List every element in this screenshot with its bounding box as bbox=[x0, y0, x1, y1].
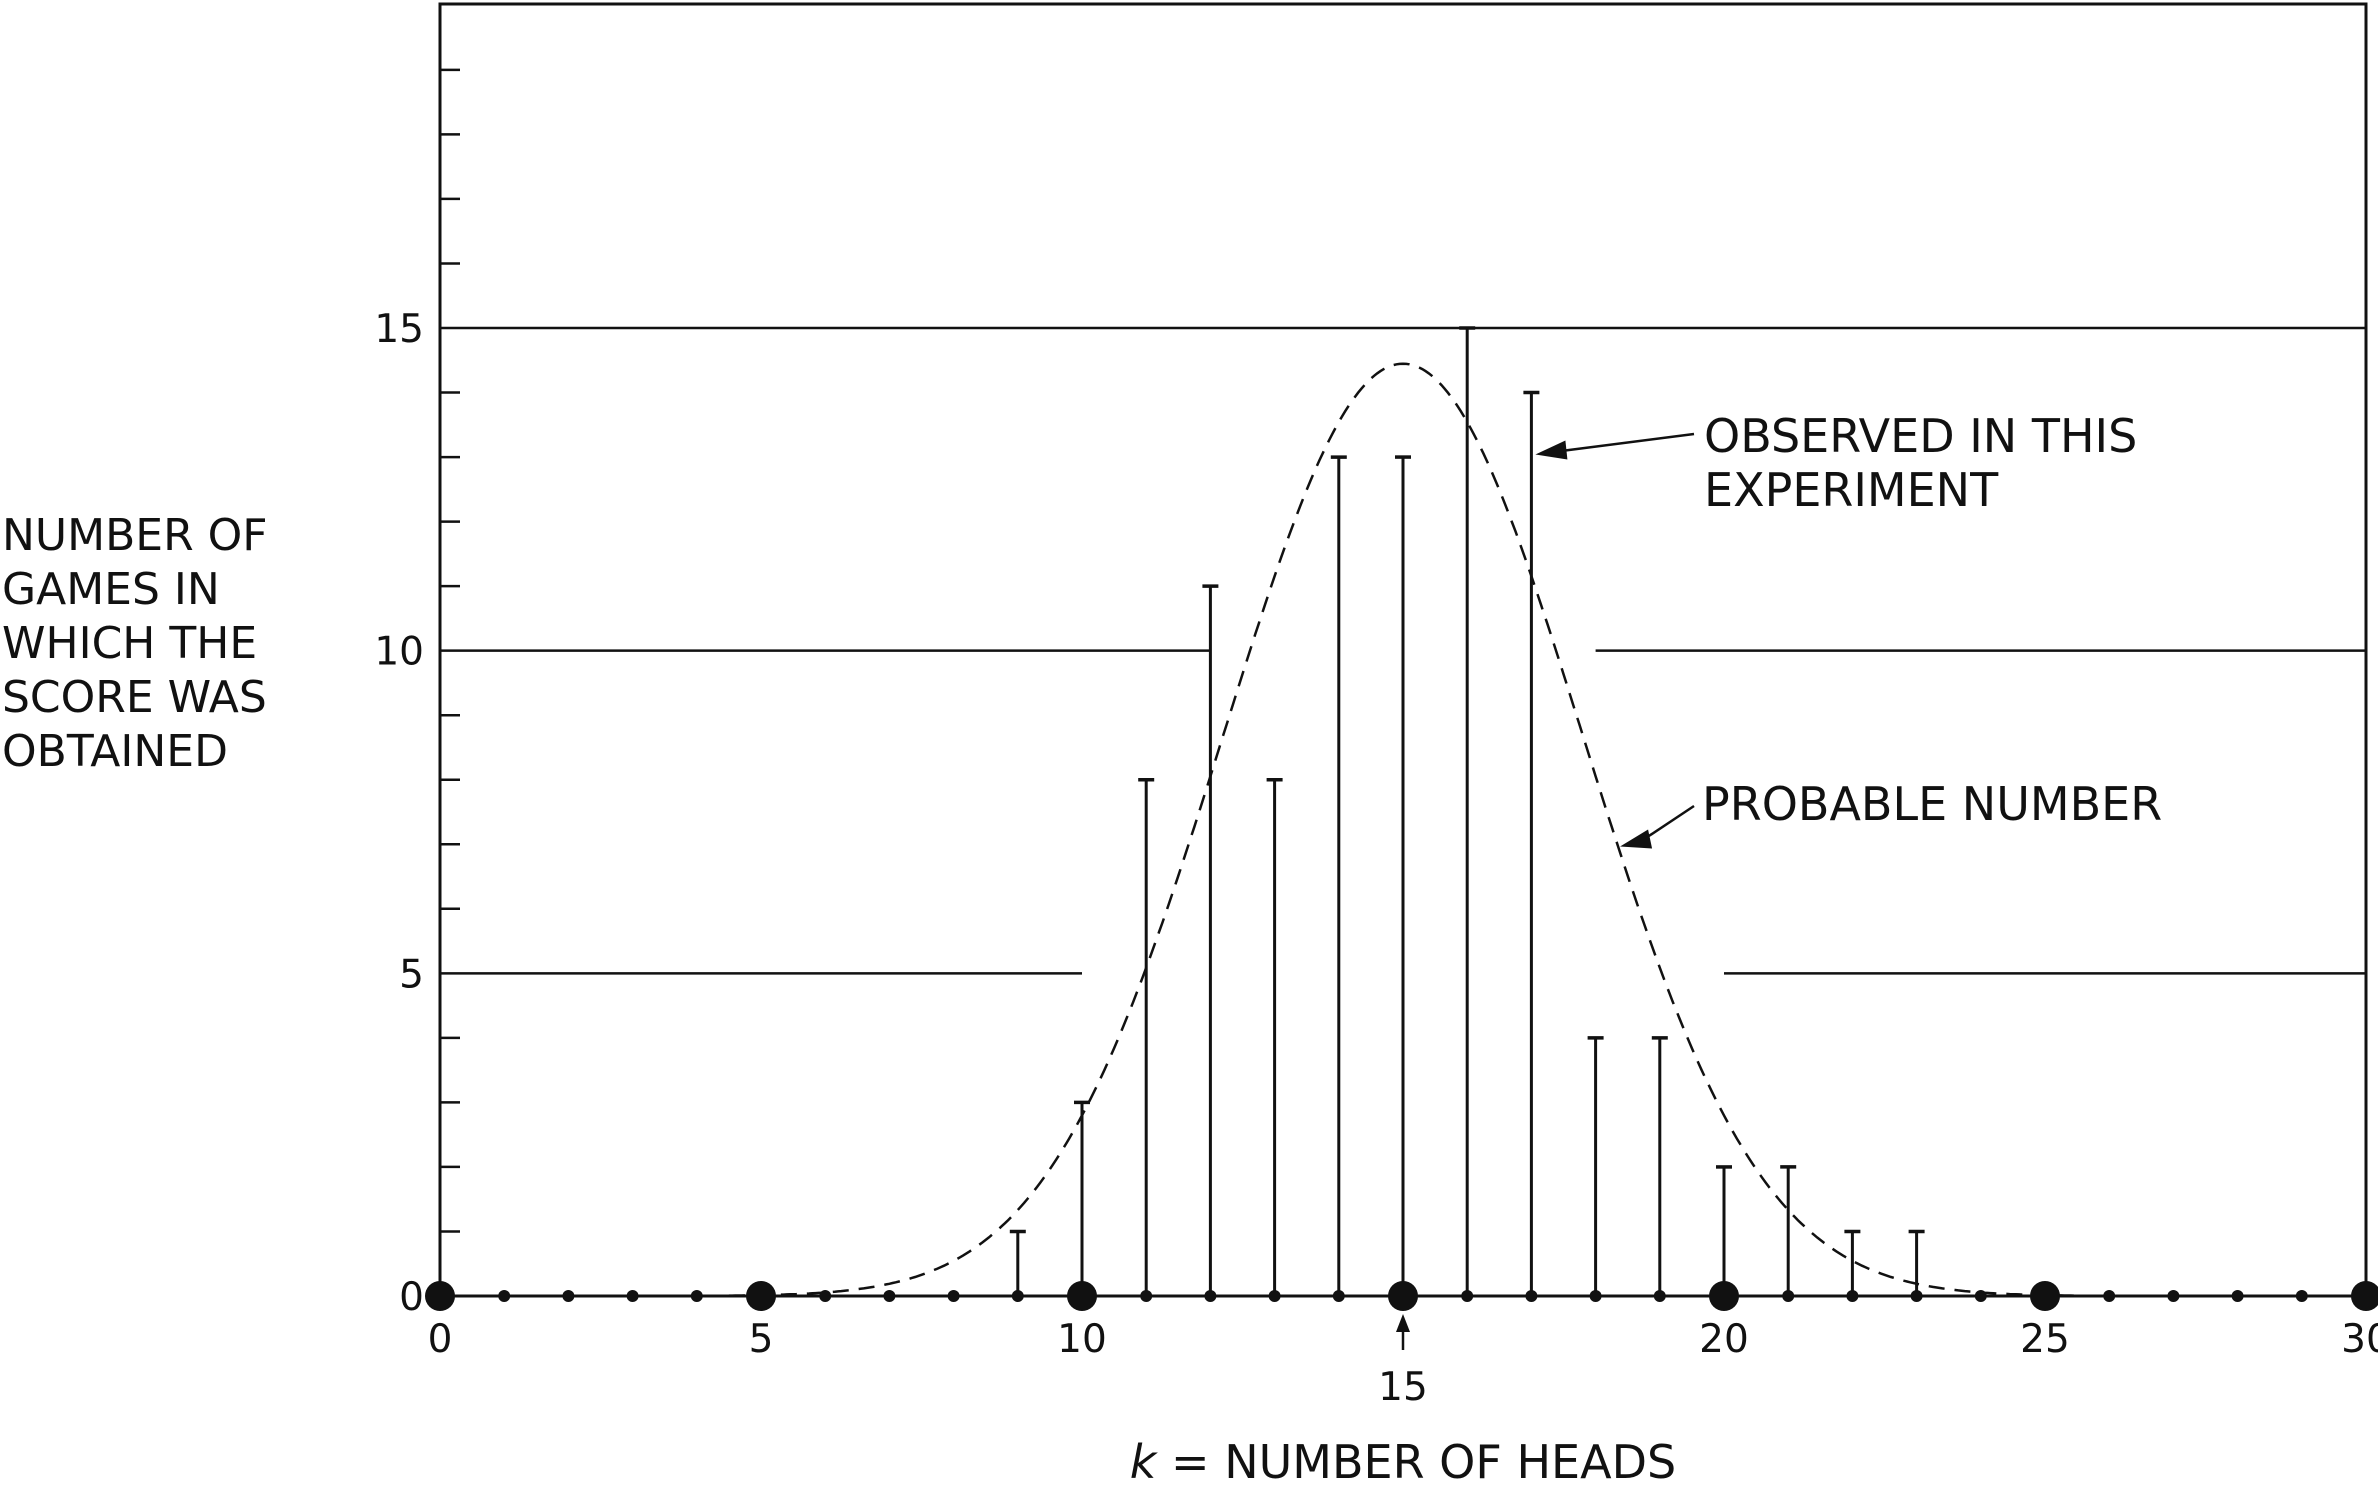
x-axis-dots bbox=[425, 1281, 2378, 1311]
y-axis-label-line: SCORE WAS bbox=[2, 672, 267, 723]
x-axis-dot bbox=[1011, 1290, 1024, 1302]
x-tick-label: 0 bbox=[428, 1317, 453, 1362]
y-tick-label: 10 bbox=[374, 630, 424, 675]
x-axis-dot bbox=[626, 1290, 639, 1302]
annotation-probable-arrow bbox=[1641, 804, 1695, 842]
x-axis-major-dot bbox=[1388, 1281, 1418, 1311]
x-axis-major-dot bbox=[1067, 1281, 1097, 1311]
x-tick-label: 10 bbox=[1057, 1317, 1107, 1362]
x-axis-dot bbox=[2295, 1290, 2308, 1302]
x-axis-dot bbox=[883, 1290, 896, 1302]
grid-lines bbox=[440, 326, 2366, 975]
x-tick-label: 30 bbox=[2341, 1317, 2378, 1362]
x-axis-dot bbox=[1910, 1290, 1923, 1302]
x-tick-label-marked: 15 bbox=[1378, 1365, 1428, 1410]
y-axis-label-line: OBTAINED bbox=[2, 726, 228, 777]
annotation-observed-arrow bbox=[1557, 432, 1695, 453]
annotation-observed-line: OBSERVED IN THIS bbox=[1704, 409, 2137, 463]
x-axis-major-dot bbox=[2030, 1281, 2060, 1311]
x-axis-dot bbox=[1653, 1290, 1666, 1302]
x-tick-label: 25 bbox=[2020, 1317, 2070, 1362]
x-axis-label-var: k bbox=[1130, 1435, 1159, 1489]
tick-labels: 0 5 10 20 25 30 15 0 5 10 15 bbox=[374, 307, 2378, 1410]
x-axis-dot bbox=[1332, 1290, 1345, 1302]
annotation-probable-line: PROBABLE NUMBER bbox=[1702, 777, 2162, 831]
x-axis-dot bbox=[1974, 1290, 1987, 1302]
x-axis-dot bbox=[1846, 1290, 1859, 1302]
x-axis-dot bbox=[2167, 1290, 2180, 1302]
annotation-observed-line: EXPERIMENT bbox=[1704, 463, 1999, 517]
x-axis-label-text: NUMBER OF HEADS bbox=[1224, 1435, 1676, 1489]
x-axis-major-dot bbox=[425, 1281, 455, 1311]
observed-stems bbox=[1009, 326, 1925, 1296]
x-marker-arrow-head bbox=[1396, 1314, 1410, 1332]
x-axis-dot bbox=[2103, 1290, 2116, 1302]
x-axis-dot bbox=[690, 1290, 703, 1302]
x-axis-dot bbox=[562, 1290, 575, 1302]
y-axis-label-line: NUMBER OF bbox=[2, 510, 268, 561]
x-tick-label: 5 bbox=[749, 1317, 774, 1362]
x-axis-major-dot bbox=[1709, 1281, 1739, 1311]
y-tick-label: 15 bbox=[374, 307, 424, 352]
x-axis-label: k = NUMBER OF HEADS bbox=[1130, 1435, 1676, 1489]
x-axis-dot bbox=[1461, 1290, 1474, 1302]
x-axis-dot bbox=[819, 1290, 832, 1302]
x-axis-dot bbox=[947, 1290, 960, 1302]
x-axis-major-dot bbox=[2351, 1281, 2378, 1311]
probable-number-curve bbox=[728, 362, 2074, 1297]
x-axis-dot bbox=[1525, 1290, 1538, 1302]
x-axis-dot bbox=[1140, 1290, 1153, 1302]
probable-number-curve-path bbox=[728, 362, 2074, 1297]
x-axis-dot bbox=[1589, 1290, 1602, 1302]
annotation-probable-arrowhead bbox=[1620, 829, 1653, 849]
annotation-observed-arrowhead bbox=[1535, 440, 1568, 460]
y-axis-ticks bbox=[440, 68, 460, 1233]
y-tick-label: 0 bbox=[399, 1275, 424, 1320]
x-tick-label: 20 bbox=[1699, 1317, 1749, 1362]
x-axis-major-dot bbox=[746, 1281, 776, 1311]
y-axis-label-line: WHICH THE bbox=[2, 618, 257, 669]
x-axis-dot bbox=[1268, 1290, 1281, 1302]
x-axis-dot bbox=[498, 1290, 511, 1302]
y-axis-label-line: GAMES IN bbox=[2, 564, 220, 615]
x-axis-dot bbox=[1204, 1290, 1217, 1302]
x-axis-dot bbox=[1782, 1290, 1795, 1302]
x-axis-label-eq: = bbox=[1156, 1435, 1224, 1489]
x-axis-dot bbox=[2231, 1290, 2244, 1302]
y-tick-label: 5 bbox=[399, 952, 424, 997]
